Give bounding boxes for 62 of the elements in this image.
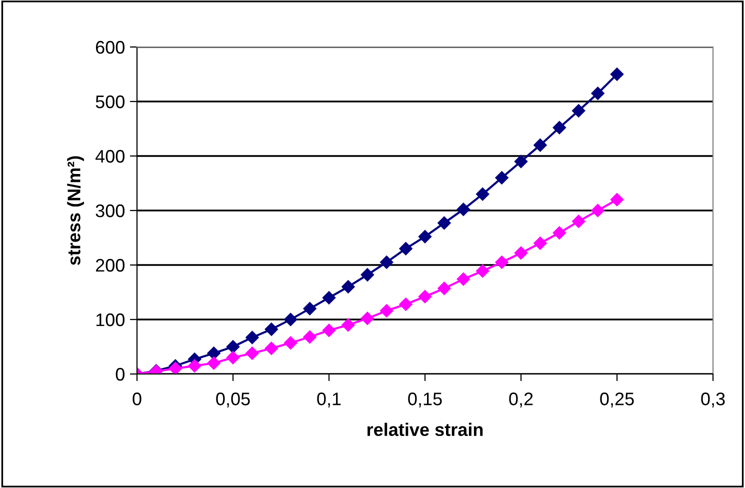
x-tick-label: 0,2	[509, 392, 533, 408]
point	[380, 304, 394, 318]
point	[476, 264, 490, 278]
x-tick-label: 0,25	[600, 392, 634, 408]
x-tick-label: 0,3	[701, 392, 725, 408]
point	[246, 330, 259, 344]
point	[188, 359, 202, 372]
point	[610, 68, 624, 81]
point	[591, 86, 604, 100]
point	[264, 322, 278, 336]
point	[495, 171, 508, 184]
x-tick-label: 0	[132, 392, 142, 406]
y-tick-label: 200	[96, 258, 124, 272]
point	[168, 362, 182, 374]
x-tick-label: 0,05	[216, 392, 250, 408]
point	[342, 280, 355, 294]
point	[322, 291, 336, 304]
point	[456, 202, 470, 216]
point	[572, 214, 586, 228]
point	[284, 312, 298, 326]
y-axis-title: stress (N/m²)	[67, 156, 84, 266]
x-axis-title: relative strain	[367, 422, 483, 436]
point	[572, 104, 586, 118]
point	[534, 138, 547, 152]
point	[534, 236, 547, 250]
point	[207, 356, 220, 370]
point	[226, 351, 240, 364]
point	[456, 272, 470, 286]
point	[495, 256, 508, 269]
point	[284, 336, 298, 350]
point	[514, 154, 528, 168]
point	[399, 298, 412, 311]
point	[380, 256, 394, 269]
point	[591, 204, 604, 218]
point	[246, 346, 259, 360]
point	[552, 226, 566, 240]
y-tick-label: 300	[96, 204, 124, 218]
x-tick-label: 0,15	[408, 392, 442, 408]
point	[264, 342, 278, 355]
point	[418, 290, 432, 304]
point	[207, 346, 220, 360]
x-tick-label: 0,1	[317, 392, 341, 408]
point	[438, 282, 451, 296]
point	[438, 216, 451, 230]
point	[610, 193, 624, 206]
point	[322, 324, 336, 337]
y-tick-label: 500	[96, 95, 124, 108]
y-tick-label: 0	[116, 368, 124, 381]
y-tick-label: 100	[96, 313, 124, 326]
y-tick-label: 400	[95, 150, 124, 163]
point	[418, 230, 432, 244]
point	[360, 268, 374, 282]
point	[476, 188, 490, 201]
point	[303, 302, 316, 316]
point	[360, 312, 374, 325]
point	[514, 246, 528, 260]
point	[399, 242, 412, 256]
point	[552, 121, 566, 134]
point	[342, 318, 355, 332]
point	[303, 330, 316, 344]
y-tick-label: 600	[96, 40, 124, 54]
point	[226, 340, 240, 354]
